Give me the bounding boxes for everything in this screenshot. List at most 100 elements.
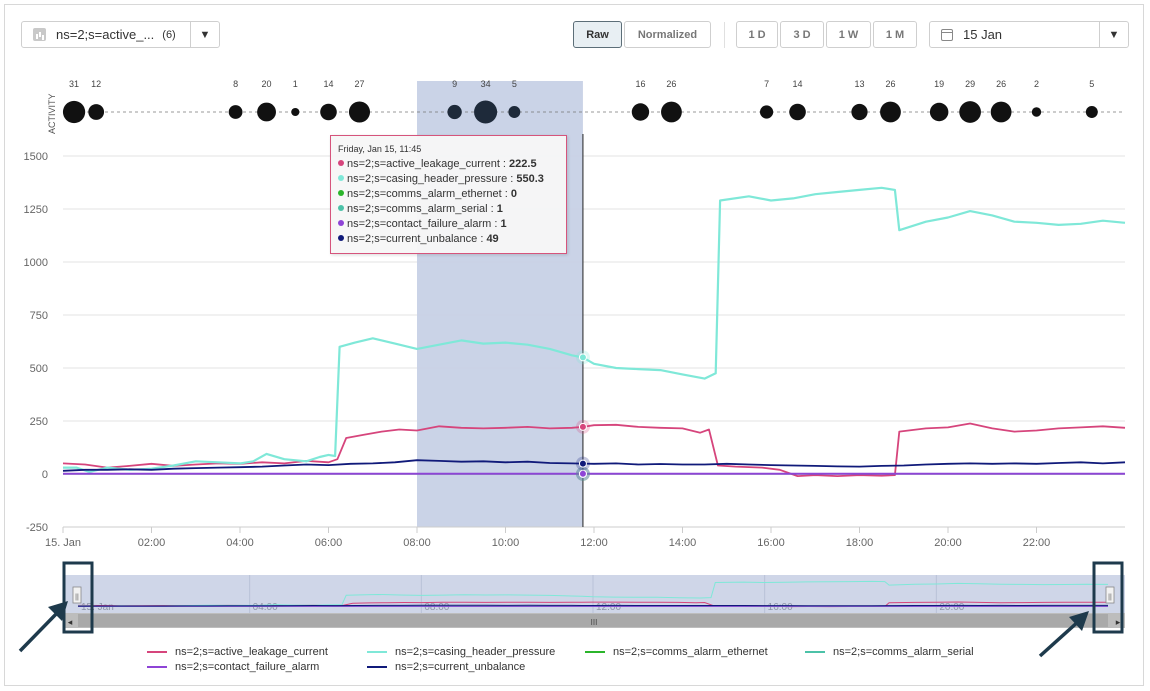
y-tick-label: 1500 (24, 151, 48, 163)
tooltip-series-name: ns=2;s=casing_header_pressure : (347, 173, 517, 185)
tooltip-series-value: 222.5 (509, 158, 537, 170)
activity-count-label: 27 (354, 79, 364, 89)
activity-count-label: 20 (262, 79, 272, 89)
legend-item[interactable]: ns=2;s=contact_failure_alarm (147, 661, 319, 673)
navigator[interactable]: 15. Jan 04:00 08:00 12:00 16:00 20:00 III ◂ ▸… (63, 575, 1125, 628)
activity-bubble[interactable] (88, 104, 105, 120)
range-1d-button[interactable]: 1 D (736, 21, 778, 48)
activity-bubble[interactable] (759, 105, 774, 119)
x-tick-label: 06:00 (315, 537, 343, 549)
tooltip-series-value: 550.3 (516, 173, 544, 185)
activity-bubble[interactable] (631, 103, 650, 121)
legend-item[interactable]: ns=2;s=comms_alarm_serial (805, 646, 974, 658)
hover-tooltip: Friday, Jan 15, 11:45 ns=2;s=active_leak… (330, 135, 567, 254)
legend-swatch (147, 651, 167, 653)
navigator-x-label: 20:00 (939, 602, 964, 613)
activity-bubble[interactable] (62, 100, 86, 124)
activity-bubble[interactable] (880, 101, 901, 123)
y-tick-label: 1000 (24, 257, 48, 269)
hover-marker (578, 353, 587, 362)
activity-bubble[interactable] (661, 101, 682, 123)
series-selector[interactable]: ns=2;s=active_... (6) ▼ (21, 21, 220, 48)
series-selector-label: ns=2;s=active_... (56, 27, 155, 42)
tooltip-series-name: ns=2;s=contact_failure_alarm : (347, 218, 501, 230)
navigator-x-label: 15. Jan (81, 602, 114, 613)
activity-bubble[interactable] (228, 105, 243, 119)
date-selector[interactable]: 15 Jan ▼ (929, 21, 1129, 48)
activity-count-label: 14 (793, 79, 803, 89)
legend-item[interactable]: ns=2;s=casing_header_pressure (367, 646, 555, 658)
activity-bubble[interactable] (474, 100, 498, 124)
series-line[interactable] (63, 186, 1126, 473)
activity-count-label: 19 (934, 79, 944, 89)
activity-count-label: 8 (233, 79, 238, 89)
x-tick-label: 20:00 (934, 537, 962, 549)
right-arrow-annotation-icon (1038, 611, 1089, 658)
tooltip-row: ns=2;s=comms_alarm_ethernet : 0 (338, 187, 566, 202)
activity-count-label: 34 (481, 79, 491, 89)
activity-bubble[interactable] (508, 106, 521, 118)
navigator-x-label: 16:00 (768, 602, 793, 613)
legend-item[interactable]: ns=2;s=active_leakage_current (147, 646, 328, 658)
series-color-dot (338, 160, 344, 167)
activity-count-label: 26 (996, 79, 1006, 89)
activity-count-label: 2 (1034, 79, 1039, 89)
tooltip-row: ns=2;s=casing_header_pressure : 550.3 (338, 172, 566, 187)
activity-bubble[interactable] (959, 101, 981, 123)
series-line[interactable] (62, 459, 1126, 472)
legend-swatch (367, 666, 387, 668)
navigator-right-handle[interactable] (1105, 586, 1115, 604)
navigator-series (77, 580, 1109, 608)
caret-down-icon[interactable]: ▼ (190, 22, 219, 47)
activity-bubble[interactable] (929, 102, 949, 122)
legend-item[interactable]: ns=2;s=current_unbalance (367, 661, 525, 673)
activity-bubble[interactable] (1031, 107, 1042, 117)
legend-label: ns=2;s=comms_alarm_serial (833, 646, 974, 658)
scroll-right-arrow-icon[interactable]: ▸ (1116, 617, 1121, 627)
left-handle-highlight (62, 561, 94, 634)
activity-count-label: 16 (635, 79, 645, 89)
series-color-dot (338, 220, 344, 227)
x-tick-label: 10:00 (492, 537, 520, 549)
series-line[interactable] (62, 422, 1126, 477)
activity-bubble[interactable] (851, 103, 868, 121)
raw-button[interactable]: Raw (573, 21, 622, 48)
series-lines (62, 186, 1126, 477)
navigator-x-label: 04:00 (253, 602, 278, 613)
activity-bubble[interactable] (789, 103, 806, 121)
navigator-scroll-thumb[interactable] (78, 614, 1108, 627)
y-tick-label: 250 (30, 416, 48, 428)
normalized-button[interactable]: Normalized (624, 21, 711, 48)
series-color-dot (338, 175, 344, 182)
range-3d-button[interactable]: 3 D (780, 21, 824, 48)
activity-bubble[interactable] (348, 101, 371, 123)
series-count: (6) (162, 28, 176, 41)
tooltip-series-value: 49 (486, 233, 499, 245)
x-tick-label: 04:00 (226, 537, 254, 549)
scroll-left-arrow-icon[interactable]: ◂ (68, 617, 73, 627)
navigator-left-handle[interactable] (72, 586, 82, 604)
activity-bubble[interactable] (291, 107, 300, 117)
legend-swatch (147, 666, 167, 668)
caret-down-icon[interactable]: ▼ (1099, 22, 1128, 47)
navigator-series-line (77, 604, 1108, 607)
tooltip-title: Friday, Jan 15, 11:45 (338, 144, 422, 154)
legend-swatch (805, 651, 825, 653)
activity-count-label: 26 (666, 79, 676, 89)
activity-bubble[interactable] (447, 104, 462, 120)
y-tick-label: 0 (42, 469, 48, 481)
activity-count-label: 31 (69, 79, 79, 89)
bar-chart-icon (33, 28, 46, 41)
tooltip-series-value: 1 (496, 203, 503, 215)
activity-bubble[interactable] (1085, 106, 1098, 118)
activity-bubble[interactable] (990, 101, 1012, 123)
navigator-window[interactable] (63, 575, 1125, 613)
activity-label: ACTIVITY (47, 93, 57, 134)
activity-bubble[interactable] (320, 103, 337, 121)
range-1w-button[interactable]: 1 W (826, 21, 871, 48)
chart-panel (4, 4, 1144, 686)
legend-item[interactable]: ns=2;s=comms_alarm_ethernet (585, 646, 768, 658)
range-1m-button[interactable]: 1 M (873, 21, 917, 48)
activity-bubble[interactable] (257, 102, 276, 122)
